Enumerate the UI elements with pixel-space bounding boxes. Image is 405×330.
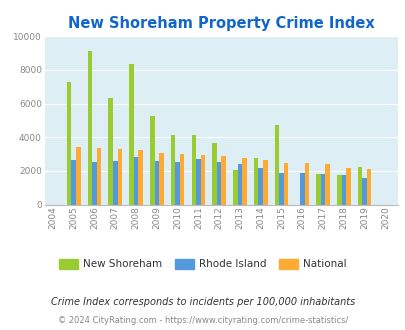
Bar: [113, 161, 117, 205]
Bar: [87, 51, 92, 205]
Bar: [212, 143, 216, 205]
Bar: [117, 149, 122, 205]
Bar: [159, 153, 163, 205]
Bar: [274, 125, 279, 205]
Bar: [76, 147, 81, 205]
Bar: [324, 164, 329, 205]
Bar: [366, 169, 371, 205]
Bar: [149, 116, 154, 205]
Bar: [258, 168, 262, 205]
Bar: [191, 135, 196, 205]
Bar: [237, 164, 242, 205]
Bar: [108, 98, 113, 205]
Bar: [67, 82, 71, 205]
Bar: [283, 163, 288, 205]
Bar: [171, 135, 175, 205]
Bar: [216, 162, 221, 205]
Bar: [279, 173, 283, 205]
Bar: [200, 155, 205, 205]
Bar: [134, 157, 138, 205]
Bar: [232, 170, 237, 205]
Bar: [96, 148, 101, 205]
Title: New Shoreham Property Crime Index: New Shoreham Property Crime Index: [68, 16, 374, 31]
Bar: [179, 154, 184, 205]
Bar: [299, 173, 304, 205]
Bar: [253, 158, 258, 205]
Bar: [221, 156, 226, 205]
Bar: [320, 174, 324, 205]
Bar: [262, 160, 267, 205]
Bar: [175, 162, 179, 205]
Bar: [154, 161, 159, 205]
Bar: [71, 160, 76, 205]
Bar: [336, 175, 341, 205]
Bar: [341, 175, 345, 205]
Bar: [92, 162, 96, 205]
Bar: [138, 150, 143, 205]
Bar: [242, 158, 246, 205]
Bar: [304, 163, 308, 205]
Text: © 2024 CityRating.com - https://www.cityrating.com/crime-statistics/: © 2024 CityRating.com - https://www.city…: [58, 316, 347, 325]
Bar: [357, 167, 361, 205]
Bar: [196, 159, 200, 205]
Text: Crime Index corresponds to incidents per 100,000 inhabitants: Crime Index corresponds to incidents per…: [51, 297, 354, 307]
Bar: [345, 168, 350, 205]
Bar: [361, 178, 366, 205]
Bar: [315, 174, 320, 205]
Bar: [129, 64, 134, 205]
Legend: New Shoreham, Rhode Island, National: New Shoreham, Rhode Island, National: [55, 255, 350, 274]
